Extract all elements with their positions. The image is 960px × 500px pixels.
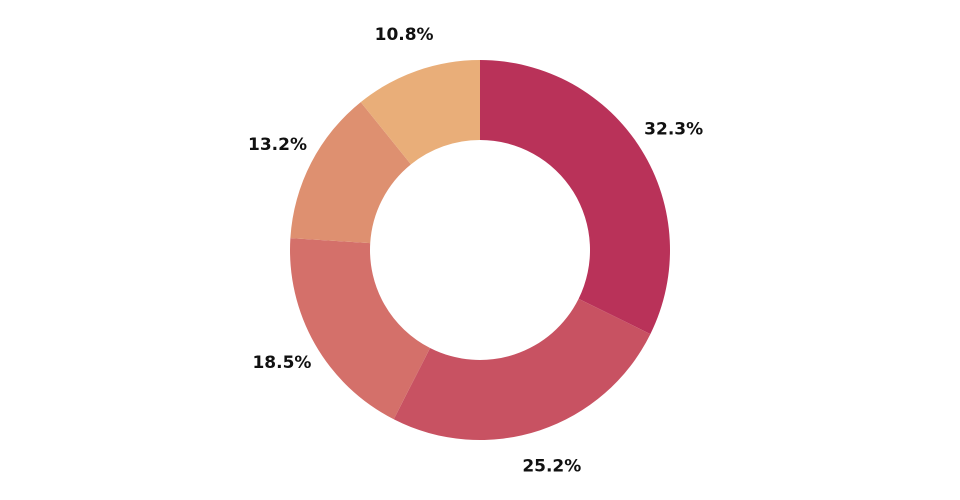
slice-label-1: 32.3%	[644, 120, 703, 140]
donut-slice-3	[289, 238, 431, 420]
slice-label-4: 13.2%	[248, 135, 307, 155]
donut-slice-4	[290, 102, 411, 244]
donut-slice-5	[360, 59, 480, 165]
labels-layer: 32.3% 25.2% 18.5% 13.2% 10.8%	[248, 25, 703, 476]
donut-slice-1	[480, 60, 671, 335]
donut-slice-2	[393, 298, 651, 440]
slice-label-3: 18.5%	[252, 353, 311, 373]
slice-label-2: 25.2%	[522, 456, 581, 476]
slices-layer	[289, 59, 671, 440]
slice-label-5: 10.8%	[375, 25, 434, 45]
